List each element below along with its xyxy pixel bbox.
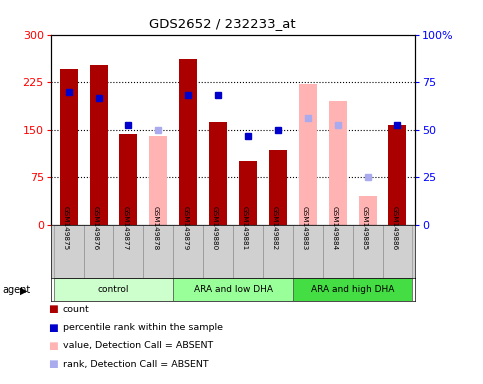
Text: ■: ■: [48, 304, 58, 314]
Bar: [329, 101, 347, 225]
Text: percentile rank within the sample: percentile rank within the sample: [63, 323, 223, 332]
Bar: [358, 196, 377, 225]
Text: GDS2652 / 232233_at: GDS2652 / 232233_at: [149, 17, 296, 30]
Bar: [293, 278, 412, 301]
Text: GSM149880: GSM149880: [212, 206, 218, 250]
Bar: [299, 84, 317, 225]
Bar: [209, 122, 227, 225]
Bar: [119, 134, 137, 225]
Bar: [323, 225, 353, 278]
Bar: [84, 225, 114, 278]
Text: GSM149883: GSM149883: [302, 206, 308, 250]
Bar: [54, 278, 173, 301]
Text: ■: ■: [48, 323, 58, 333]
Bar: [263, 225, 293, 278]
Text: count: count: [63, 305, 89, 314]
Text: ■: ■: [48, 359, 58, 369]
Text: ■: ■: [48, 341, 58, 351]
Bar: [114, 225, 143, 278]
Bar: [54, 225, 84, 278]
Text: GSM149886: GSM149886: [391, 206, 398, 250]
Bar: [173, 225, 203, 278]
Bar: [233, 225, 263, 278]
Bar: [269, 150, 287, 225]
Bar: [203, 225, 233, 278]
Bar: [239, 161, 257, 225]
Bar: [383, 225, 412, 278]
Bar: [149, 136, 167, 225]
Text: GSM149882: GSM149882: [272, 206, 278, 250]
Bar: [179, 59, 197, 225]
Bar: [353, 225, 383, 278]
Bar: [60, 70, 78, 225]
Text: GSM149876: GSM149876: [93, 206, 99, 250]
Text: ARA and low DHA: ARA and low DHA: [194, 285, 272, 295]
Text: GSM149881: GSM149881: [242, 206, 248, 250]
Text: GSM149884: GSM149884: [332, 206, 338, 250]
Text: ▶: ▶: [20, 285, 28, 295]
Text: GSM149879: GSM149879: [182, 206, 188, 250]
Bar: [89, 65, 108, 225]
Bar: [143, 225, 173, 278]
Bar: [173, 278, 293, 301]
Text: control: control: [98, 285, 129, 295]
Bar: [293, 225, 323, 278]
Text: rank, Detection Call = ABSENT: rank, Detection Call = ABSENT: [63, 360, 209, 369]
Text: agent: agent: [2, 285, 30, 295]
Text: GSM149877: GSM149877: [122, 206, 128, 250]
Text: GSM149878: GSM149878: [152, 206, 158, 250]
Bar: [388, 125, 406, 225]
Text: GSM149885: GSM149885: [362, 206, 368, 250]
Text: ARA and high DHA: ARA and high DHA: [311, 285, 394, 295]
Text: GSM149875: GSM149875: [63, 206, 69, 250]
Text: value, Detection Call = ABSENT: value, Detection Call = ABSENT: [63, 341, 213, 351]
